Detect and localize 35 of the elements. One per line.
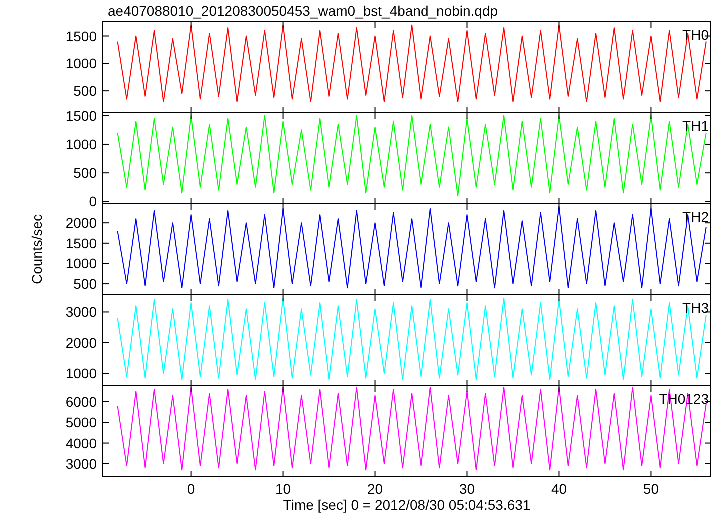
y-tick-label: 2000 (66, 334, 98, 351)
y-tick-label: 1000 (66, 136, 98, 152)
y-tick-label: 4000 (66, 435, 98, 452)
line-series (117, 206, 707, 289)
line-series (117, 386, 707, 471)
y-tick-label: 1500 (66, 28, 98, 44)
y-axis-title: Counts/sec (29, 214, 45, 285)
y-tick-label: 5000 (66, 414, 98, 431)
y-tick-label: 0 (89, 194, 98, 210)
x-tick-label: 20 (367, 481, 384, 497)
y-tick-label: 3000 (66, 456, 98, 472)
x-tick-label: 50 (643, 481, 660, 497)
x-tick-label: 40 (551, 481, 568, 497)
series-label: TH1 (682, 118, 710, 134)
y-tick-label: 1500 (66, 108, 98, 124)
y-tick-label: 2000 (66, 215, 98, 232)
line-series (117, 115, 707, 196)
y-tick-label: 6000 (66, 394, 98, 410)
x-tick-label: 30 (459, 481, 476, 497)
x-tick-label: 0 (187, 481, 196, 497)
y-tick-label: 1000 (66, 366, 98, 382)
line-series (117, 298, 707, 380)
y-tick-label: 1000 (66, 56, 98, 72)
line-series (117, 24, 707, 103)
y-tick-label: 3000 (66, 304, 98, 320)
chart-title: ae407088010_20120830050453_wam0_bst_4band_nobin.qdp (108, 3, 498, 19)
y-tick-label: 1000 (66, 256, 98, 272)
x-axis-title: Time [sec] 0 = 2012/08/30 05:04:53.631 (283, 497, 531, 513)
series-label: TH3 (682, 300, 710, 316)
y-tick-label: 500 (74, 83, 98, 100)
series-label: TH0 (682, 27, 710, 43)
y-tick-label: 500 (74, 276, 98, 292)
y-tick-label: 1500 (66, 235, 98, 252)
x-tick-label: 10 (275, 481, 292, 497)
y-tick-label: 500 (74, 165, 98, 182)
